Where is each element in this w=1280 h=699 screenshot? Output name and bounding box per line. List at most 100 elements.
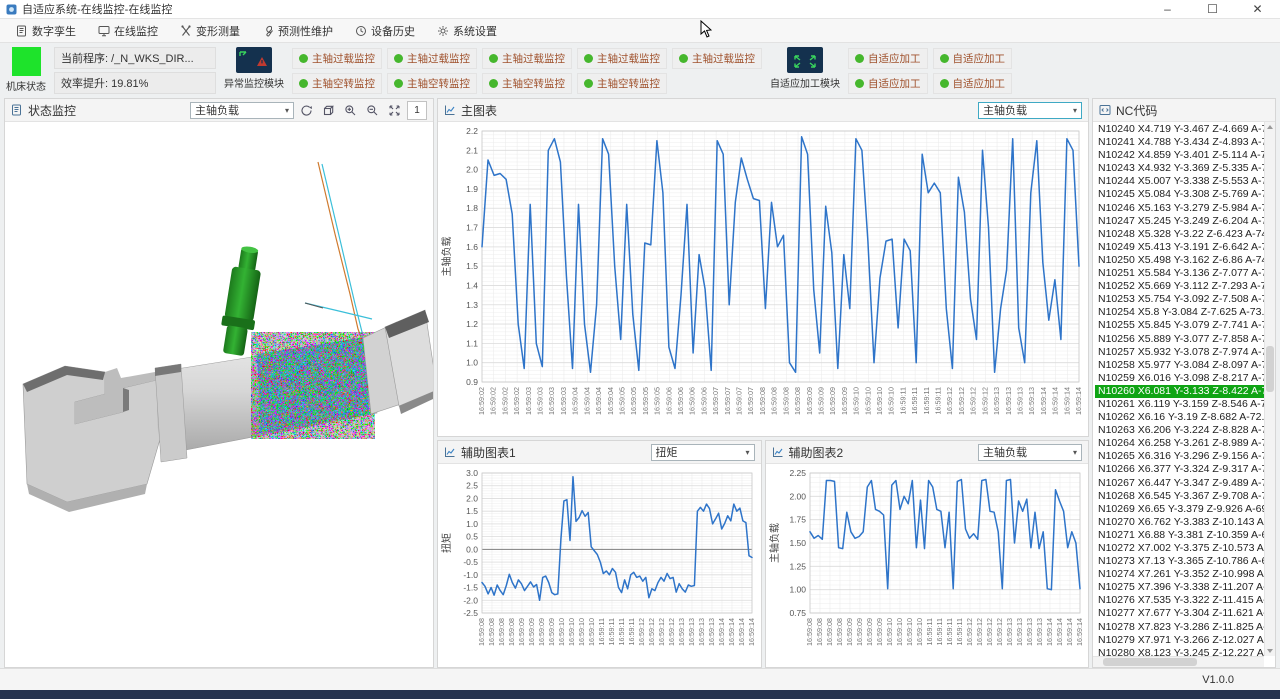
viewer-signal-select[interactable]: 主轴负载 [190, 102, 294, 119]
zoom-out-icon[interactable] [363, 102, 382, 119]
svg-text:16:59:11: 16:59:11 [898, 387, 907, 414]
spindle-idle-monitor-button-3[interactable]: 主轴空转监控 [482, 73, 572, 94]
aux-chart2-signal-select[interactable]: 主轴负载 [978, 444, 1082, 461]
fit-view-icon[interactable] [385, 102, 404, 119]
status-dot-icon [584, 79, 593, 88]
nc-line[interactable]: N10277 X7.677 Y-3.304 Z-11.621 A-64.48 [1095, 607, 1264, 620]
nc-code-icon [1099, 104, 1111, 116]
adaptive-machining-button-1[interactable]: 自适应加工 [848, 48, 928, 69]
nc-line[interactable]: N10257 X5.932 Y-3.078 Z-7.974 A-73.243 [1095, 346, 1264, 359]
aux-chart1-header: 辅助图表1 扭矩 [438, 441, 761, 464]
nc-line[interactable]: N10249 X5.413 Y-3.191 Z-6.642 A-74.346 [1095, 241, 1264, 254]
nc-line[interactable]: N10256 X5.889 Y-3.077 Z-7.858 A-73.348 [1095, 333, 1264, 346]
spindle-overload-monitor-button-1[interactable]: 主轴过载监控 [292, 48, 382, 69]
nc-line-selected[interactable]: N10260 X6.081 Y-3.133 Z-8.422 A-72.835 [1095, 385, 1264, 398]
nc-line[interactable]: N10278 X7.823 Y-3.286 Z-11.825 A-63.73 [1095, 621, 1264, 634]
nc-line[interactable]: N10274 X7.261 Y-3.352 Z-10.998 A-66.67 [1095, 568, 1264, 581]
pan-view-icon[interactable] [319, 102, 338, 119]
adaptive-machining-button-b-2[interactable]: 自适应加工 [933, 73, 1013, 94]
nc-line[interactable]: N10271 X6.88 Y-3.381 Z-10.359 A-68.711 [1095, 529, 1264, 542]
svg-text:16:59:09: 16:59:09 [816, 387, 825, 415]
spindle-overload-monitor-button-5[interactable]: 主轴过载监控 [672, 48, 762, 69]
adaptive-button-row-2: 自适应加工自适应加工 [848, 73, 1012, 94]
adaptive-machining-button-2[interactable]: 自适应加工 [933, 48, 1013, 69]
maximize-button[interactable]: ☐ [1190, 0, 1235, 18]
menu-item-3[interactable]: 变形测量 [172, 21, 248, 41]
nc-line[interactable]: N10267 X6.447 Y-3.347 Z-9.489 A-71.055 [1095, 477, 1264, 490]
nc-line[interactable]: N10251 X5.584 Y-3.136 Z-7.077 A-74.012 [1095, 267, 1264, 280]
main-chart-signal-select[interactable]: 主轴负载 [978, 102, 1082, 119]
nc-vertical-scroll-thumb[interactable] [1266, 346, 1274, 392]
zoom-in-icon[interactable] [341, 102, 360, 119]
nc-line[interactable]: N10242 X4.859 Y-3.401 Z-5.114 A-75.775 [1095, 149, 1264, 162]
svg-text:主轴负载: 主轴负载 [768, 523, 781, 563]
nc-line[interactable]: N10275 X7.396 Y-3.338 Z-11.207 A-65.95 [1095, 581, 1264, 594]
minimize-button[interactable]: – [1145, 0, 1190, 18]
nc-line[interactable]: N10248 X5.328 Y-3.22 Z-6.423 A-74.52 C [1095, 228, 1264, 241]
nc-line[interactable]: N10244 X5.007 Y-3.338 Z-5.553 A-75.297 [1095, 175, 1264, 188]
status-monitor-title: 状态监控 [28, 102, 76, 119]
adaptive-machining-button-b-1[interactable]: 自适应加工 [848, 73, 928, 94]
nc-line[interactable]: N10280 X8.123 Y-3.245 Z-12.227 A-62.23 [1095, 647, 1264, 656]
nc-line[interactable]: N10258 X5.977 Y-3.084 Z-8.097 A-73.138 [1095, 359, 1264, 372]
svg-text:16:59:12: 16:59:12 [965, 618, 974, 646]
nc-line[interactable]: N10261 X6.119 Y-3.159 Z-8.546 A-72.701 [1095, 398, 1264, 411]
nc-line[interactable]: N10264 X6.258 Y-3.261 Z-8.989 A-72.072 [1095, 437, 1264, 450]
spindle-idle-monitor-button-2[interactable]: 主轴空转监控 [387, 73, 477, 94]
svg-text:16:59:12: 16:59:12 [667, 618, 676, 646]
svg-text:16:59:12: 16:59:12 [980, 387, 989, 415]
menu-item-2[interactable]: 在线监控 [90, 21, 166, 41]
nc-horizontal-scrollbar[interactable] [1093, 656, 1264, 667]
nc-line[interactable]: N10246 X5.163 Y-3.279 Z-5.984 A-74.892 [1095, 202, 1264, 215]
svg-text:16:59:14: 16:59:14 [747, 618, 756, 646]
svg-text:1.0: 1.0 [466, 358, 478, 368]
nc-line[interactable]: N10266 X6.377 Y-3.324 Z-9.317 A-71.443 [1095, 463, 1264, 476]
nc-line[interactable]: N10247 X5.245 Y-3.249 Z-6.204 A-74.701 [1095, 215, 1264, 228]
menu-item-4[interactable]: 预测性维护 [254, 21, 341, 41]
nc-horizontal-scroll-thumb[interactable] [1103, 658, 1197, 666]
button-label: 主轴过载监控 [407, 51, 470, 66]
nc-line[interactable]: N10255 X5.845 Y-3.079 Z-7.741 A-73.458 [1095, 319, 1264, 332]
nc-line[interactable]: N10241 X4.788 Y-3.434 Z-4.893 A-76.062 [1095, 136, 1264, 149]
svg-text:16:59:13: 16:59:13 [1035, 618, 1044, 646]
nc-line[interactable]: N10265 X6.316 Y-3.296 Z-9.156 A-71.771 [1095, 450, 1264, 463]
menu-item-5[interactable]: 设备历史 [347, 21, 423, 41]
nc-line[interactable]: N10276 X7.535 Y-3.322 Z-11.415 A-65.22 [1095, 594, 1264, 607]
app-icon [6, 4, 17, 15]
nc-line[interactable]: N10259 X6.016 Y-3.098 Z-8.217 A-73.036 [1095, 372, 1264, 385]
nc-line[interactable]: N10273 X7.13 Y-3.365 Z-10.786 A-67.372 [1095, 555, 1264, 568]
close-button[interactable]: ✕ [1235, 0, 1280, 18]
nc-line[interactable]: N10243 X4.932 Y-3.369 Z-5.335 A-75.523 [1095, 162, 1264, 175]
nc-line[interactable]: N10279 X7.971 Y-3.266 Z-12.027 A-62.98 [1095, 634, 1264, 647]
nc-line[interactable]: N10252 X5.669 Y-3.112 Z-7.293 A-73.844 [1095, 280, 1264, 293]
nc-line[interactable]: N10270 X6.762 Y-3.383 Z-10.143 A-69.34 [1095, 516, 1264, 529]
rotate-view-icon[interactable] [297, 102, 316, 119]
svg-text:16:59:08: 16:59:08 [781, 387, 790, 415]
nc-line[interactable]: N10262 X6.16 Y-3.19 Z-8.682 A-72.534 C [1095, 411, 1264, 424]
nc-line[interactable]: N10245 X5.084 Y-3.308 Z-5.769 A-75.088 [1095, 188, 1264, 201]
window-titlebar: 自适应系统-在线监控-在线监控 – ☐ ✕ [0, 0, 1280, 19]
nc-line[interactable]: N10240 X4.719 Y-3.467 Z-4.669 A-76.396 [1095, 123, 1264, 136]
spindle-overload-monitor-button-2[interactable]: 主轴过载监控 [387, 48, 477, 69]
nc-line[interactable]: N10253 X5.754 Y-3.092 Z-7.508 A-73.677 [1095, 293, 1264, 306]
aux-chart1-signal-select[interactable]: 扭矩 [651, 444, 755, 461]
nc-line[interactable]: N10254 X5.8 Y-3.084 Z-7.625 A-73.571 C [1095, 306, 1264, 319]
zoom-level-button[interactable]: 1 [407, 101, 427, 120]
svg-text:16:59:13: 16:59:13 [1027, 387, 1036, 415]
nc-line[interactable]: N10269 X6.65 Y-3.379 Z-9.926 A-69.947 C [1095, 503, 1264, 516]
scroll-down-icon[interactable] [1267, 649, 1273, 653]
scroll-up-icon[interactable] [1267, 125, 1273, 129]
menu-item-6[interactable]: 系统设置 [429, 21, 505, 41]
nc-line[interactable]: N10263 X6.206 Y-3.224 Z-8.828 A-72.33 C [1095, 424, 1264, 437]
nc-vertical-scrollbar[interactable] [1264, 122, 1275, 656]
menu-item-1[interactable]: 数字孪生 [8, 21, 84, 41]
spindle-overload-monitor-button-3[interactable]: 主轴过载监控 [482, 48, 572, 69]
spindle-idle-monitor-button-1[interactable]: 主轴空转监控 [292, 73, 382, 94]
nc-line[interactable]: N10250 X5.498 Y-3.162 Z-6.86 A-74.178 C [1095, 254, 1264, 267]
spindle-overload-monitor-button-4[interactable]: 主轴过载监控 [577, 48, 667, 69]
nc-line[interactable]: N10272 X7.002 Y-3.375 Z-10.573 A-68.05 [1095, 542, 1264, 555]
viewer-3d-canvas[interactable] [5, 122, 433, 667]
nc-line[interactable]: N10268 X6.545 Y-3.367 Z-9.708 A-70.519 [1095, 490, 1264, 503]
svg-text:3.0: 3.0 [466, 468, 478, 478]
spindle-idle-monitor-button-4[interactable]: 主轴空转监控 [577, 73, 667, 94]
